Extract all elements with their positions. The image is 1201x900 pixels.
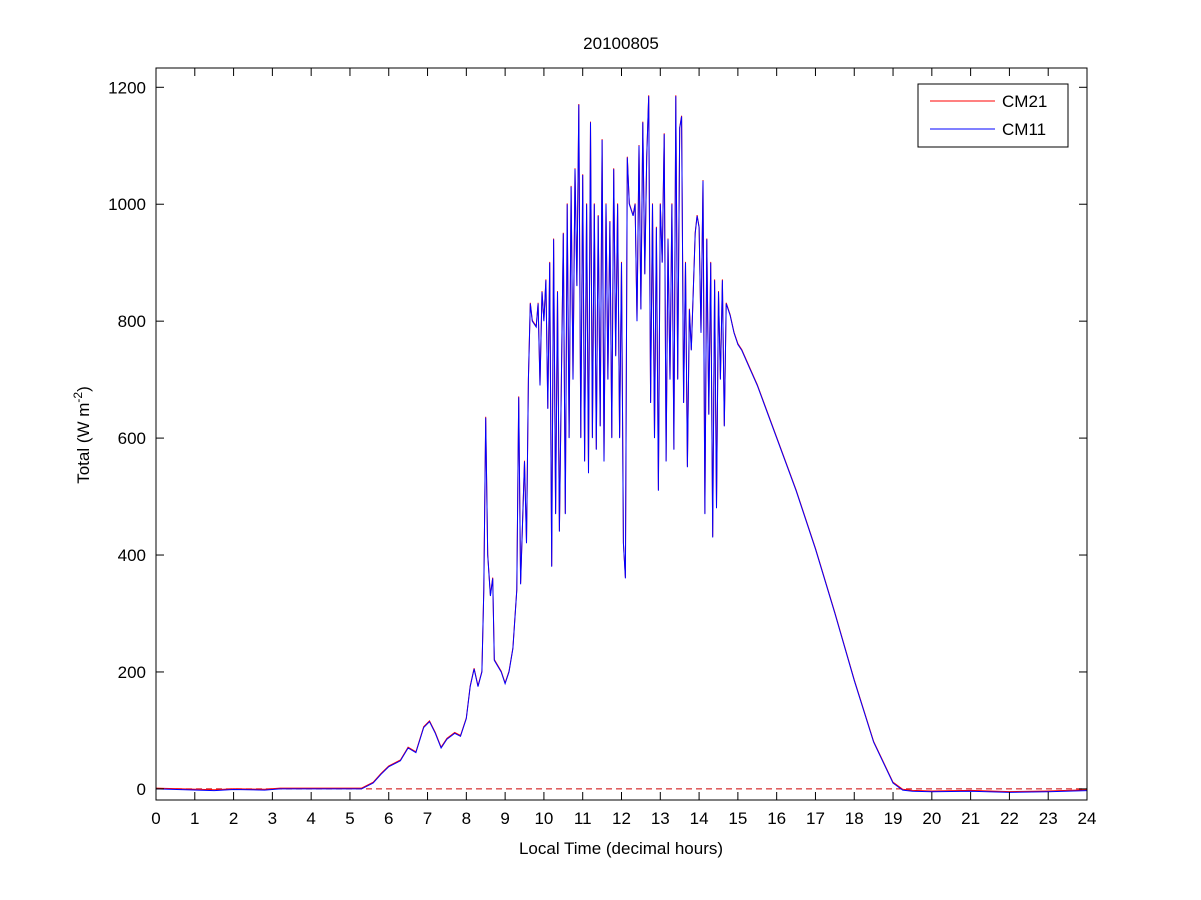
y-tick-label: 800	[118, 312, 146, 331]
x-tick-label: 3	[268, 809, 277, 828]
y-axis-label-sup: -2	[71, 392, 85, 403]
x-tick-label: 6	[384, 809, 393, 828]
x-tick-label: 4	[306, 809, 315, 828]
x-tick-label: 1	[190, 809, 199, 828]
x-tick-label: 5	[345, 809, 354, 828]
y-tick-label: 1000	[108, 195, 146, 214]
x-tick-label: 21	[961, 809, 980, 828]
y-tick-label: 200	[118, 663, 146, 682]
x-tick-label: 18	[845, 809, 864, 828]
x-tick-label: 23	[1039, 809, 1058, 828]
x-tick-label: 11	[574, 809, 592, 828]
x-tick-label: 9	[500, 809, 509, 828]
x-tick-label: 17	[806, 809, 825, 828]
x-tick-label: 13	[651, 809, 670, 828]
x-tick-label: 8	[462, 809, 471, 828]
x-tick-label: 19	[884, 809, 903, 828]
y-axis-label: Total (W m-2)	[71, 386, 93, 484]
y-tick-label: 0	[137, 780, 146, 799]
plot-area	[156, 68, 1087, 800]
y-axis-label-main: Total (W m	[74, 403, 93, 484]
x-tick-label: 2	[229, 809, 238, 828]
x-tick-label: 15	[728, 809, 747, 828]
y-axis-label-end: )	[74, 386, 93, 392]
x-tick-label: 10	[534, 809, 553, 828]
x-tick-label: 12	[612, 809, 631, 828]
y-tick-label: 400	[118, 546, 146, 565]
x-tick-label: 14	[690, 809, 709, 828]
chart-title: 20100805	[583, 34, 659, 53]
series-line-cm11	[155, 96, 1088, 793]
y-tick-label: 1200	[108, 78, 146, 97]
legend-label-cm11: CM11	[1002, 120, 1046, 139]
x-tick-label: 22	[1000, 809, 1019, 828]
legend: CM21 CM11	[917, 83, 1069, 148]
x-tick-label: 7	[423, 809, 432, 828]
x-tick-label: 0	[151, 809, 160, 828]
legend-label-cm21: CM21	[1002, 92, 1047, 111]
x-tick-label: 24	[1078, 809, 1097, 828]
legend-box	[917, 83, 1069, 148]
x-tick-label: 16	[767, 809, 786, 828]
y-tick-label: 600	[118, 429, 146, 448]
x-axis-label: Local Time (decimal hours)	[519, 839, 723, 858]
x-tick-label: 20	[922, 809, 941, 828]
